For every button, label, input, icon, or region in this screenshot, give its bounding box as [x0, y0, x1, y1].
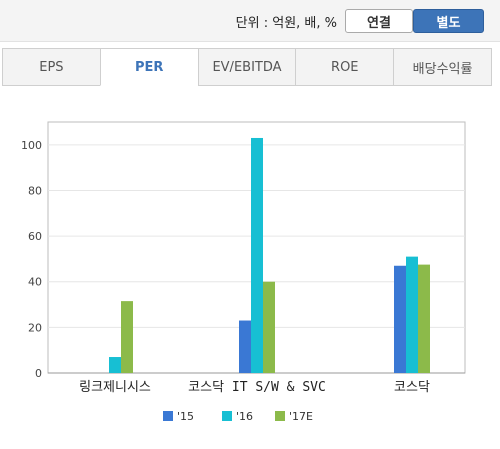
bar — [109, 357, 121, 373]
bar — [394, 265, 406, 373]
y-tick-label: 100 — [21, 139, 42, 152]
separate-toggle-button[interactable]: 별도 — [413, 9, 484, 33]
bar — [239, 320, 251, 373]
unit-label: 단위 : 억원, 배, % — [235, 16, 337, 31]
x-category-label: 코스닥 IT S/W & SVC — [188, 380, 326, 395]
legend-label: '16 — [236, 410, 253, 423]
y-tick-label: 60 — [28, 230, 42, 243]
y-tick-label: 0 — [35, 367, 42, 380]
tab-eps[interactable]: EPS — [2, 48, 100, 86]
y-tick-label: 40 — [28, 276, 42, 289]
bar — [263, 281, 275, 373]
legend-swatch — [275, 411, 285, 421]
y-tick-label: 20 — [28, 321, 42, 334]
bar — [406, 256, 418, 373]
tab-dividend-yield[interactable]: 배당수익률 — [393, 48, 492, 86]
bar — [251, 137, 263, 373]
legend-label: '15 — [177, 410, 194, 423]
x-category-label: 링크제니시스 — [79, 380, 151, 395]
top-bar: 단위 : 억원, 배, % 연결 별도 — [0, 0, 500, 42]
bar — [418, 264, 430, 373]
metric-tabs: EPS PER EV/EBITDA ROE 배당수익률 — [2, 48, 492, 86]
legend-label: '17E — [289, 410, 313, 423]
per-bar-chart-svg: 0 20 40 60 80 100 링크제니시스 코스닥 IT S/W & SVC 코스닥 '15… — [21, 121, 466, 423]
tab-per[interactable]: PER — [99, 48, 198, 86]
tab-ev-ebitda[interactable]: EV/EBITDA — [197, 48, 296, 86]
tab-roe[interactable]: ROE — [295, 48, 394, 86]
bar — [121, 301, 133, 373]
x-category-label: 코스닥 — [394, 380, 430, 395]
per-chart: 0 20 40 60 80 100 링크제니시스 코스닥 IT S/W & SVC 코스닥 '15… — [0, 100, 500, 449]
consolidated-toggle-button[interactable]: 연결 — [345, 9, 413, 33]
y-tick-label: 80 — [28, 184, 42, 197]
legend-swatch — [163, 411, 173, 421]
legend-swatch — [222, 411, 232, 421]
